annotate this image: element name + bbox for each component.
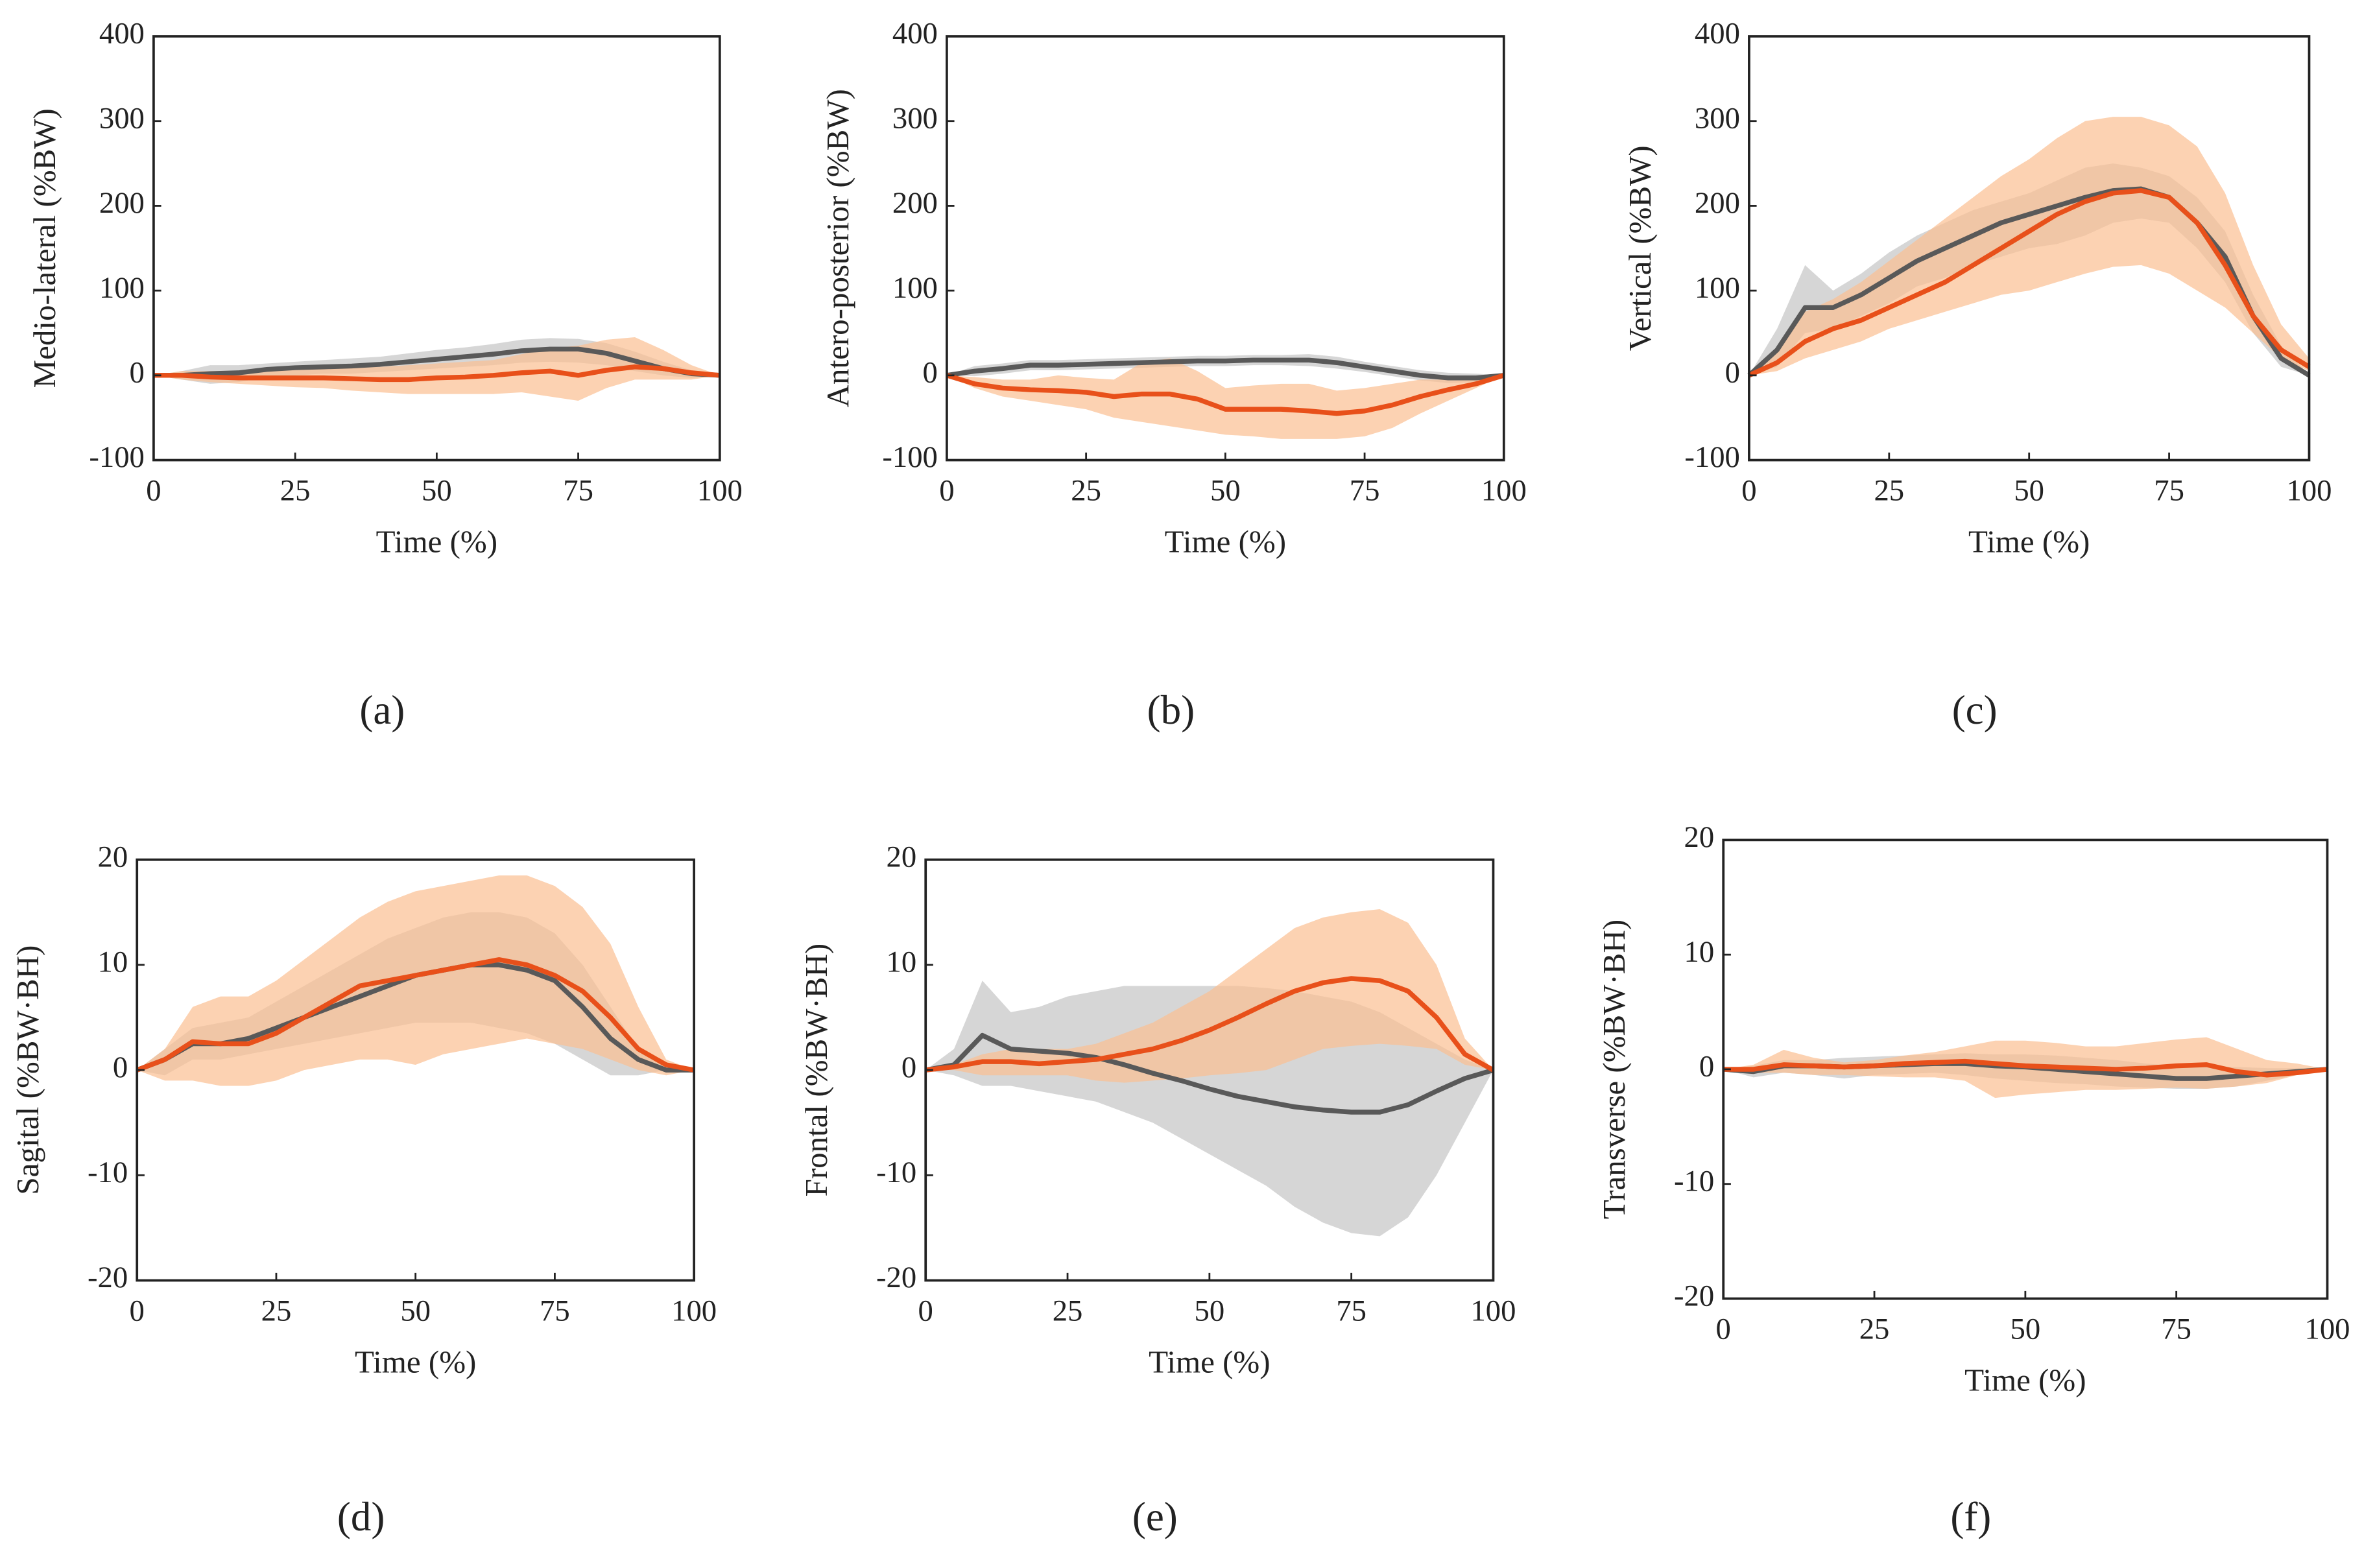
x-tick-label: 0 <box>146 474 161 508</box>
y-tick-label: -10 <box>876 1156 916 1189</box>
y-tick-label: 20 <box>98 840 128 873</box>
x-tick-label: 0 <box>130 1294 145 1328</box>
x-tick-label: 25 <box>1053 1294 1083 1328</box>
y-axis-label: Antero-posterior (%BW) <box>820 89 855 407</box>
y-tick-label: 100 <box>99 271 145 305</box>
sd-band <box>1748 117 2309 375</box>
y-tick-label: 100 <box>892 271 938 305</box>
x-tick-label: 25 <box>1071 474 1101 508</box>
mean-line <box>136 957 695 1073</box>
x-tick-label: 0 <box>1716 1313 1731 1346</box>
y-tick-label: 10 <box>98 945 128 979</box>
axes-box <box>152 35 721 462</box>
panel-caption: (e) <box>1132 1494 1178 1539</box>
mean-line <box>925 1032 1494 1115</box>
x-tick-label: 100 <box>1481 474 1527 508</box>
panel-caption: (f) <box>1950 1494 1991 1539</box>
x-tick-label: 0 <box>1741 474 1756 508</box>
y-tick-label: 200 <box>1695 186 1740 220</box>
x-tick-label: 75 <box>540 1294 570 1328</box>
x-axis-label: Time (%) <box>1964 1362 2086 1398</box>
x-axis-label: Time (%) <box>1149 1344 1270 1379</box>
mean-line <box>1723 1058 2328 1078</box>
y-tick-label: 400 <box>99 17 145 51</box>
x-tick-label: 25 <box>261 1294 292 1328</box>
x-axis-label: Time (%) <box>1968 523 2090 559</box>
y-axis-label: Transverse (%BW·BH) <box>1596 920 1632 1219</box>
y-tick-label: -20 <box>1674 1279 1714 1313</box>
y-tick-label: -20 <box>88 1261 128 1294</box>
y-tick-label: 0 <box>923 356 938 390</box>
x-axis-label: Time (%) <box>376 523 497 559</box>
x-tick-label: 75 <box>1336 1294 1367 1328</box>
x-tick-label: 100 <box>671 1294 717 1328</box>
y-tick-label: 400 <box>1695 17 1740 51</box>
y-tick-label: 0 <box>130 356 145 390</box>
x-tick-label: 100 <box>2286 474 2332 508</box>
x-tick-label: 50 <box>422 474 452 508</box>
x-tick-label: 0 <box>918 1294 933 1328</box>
y-tick-label: -100 <box>1684 440 1740 474</box>
y-tick-label: 200 <box>99 186 145 220</box>
panel-caption: (d) <box>337 1494 385 1539</box>
panel-caption: (a) <box>359 687 405 733</box>
x-tick-label: 25 <box>280 474 311 508</box>
x-tick-label: 50 <box>2014 474 2044 508</box>
x-tick-label: 0 <box>939 474 954 508</box>
x-axis-label: Time (%) <box>1165 523 1286 559</box>
mean-line <box>153 364 721 383</box>
y-tick-label: -10 <box>88 1156 128 1189</box>
x-tick-label: 25 <box>1859 1313 1890 1346</box>
y-axis-label: Sagital (%BW·BH) <box>10 945 45 1195</box>
y-tick-label: -100 <box>882 440 938 474</box>
x-tick-label: 50 <box>2011 1313 2041 1346</box>
x-tick-label: 50 <box>400 1294 431 1328</box>
x-tick-label: 75 <box>2154 474 2184 508</box>
sd-band <box>153 337 720 401</box>
y-tick-label: 300 <box>99 101 145 135</box>
sd-band <box>925 909 1494 1083</box>
y-tick-label: 20 <box>1684 820 1715 854</box>
y-tick-label: 10 <box>1684 935 1715 969</box>
y-axis-label: Medio-lateral (%BW) <box>27 108 62 388</box>
mean-line <box>946 357 1505 381</box>
y-axis-label: Vertical (%BW) <box>1622 145 1658 351</box>
y-tick-label: 400 <box>892 17 938 51</box>
x-tick-label: 75 <box>563 474 593 508</box>
y-tick-label: 10 <box>887 945 917 979</box>
y-axis-label: Frontal (%BW·BH) <box>798 944 834 1197</box>
x-tick-label: 75 <box>1350 474 1380 508</box>
sd-band <box>137 875 695 1086</box>
x-tick-label: 100 <box>697 474 743 508</box>
sd-band <box>946 354 1504 383</box>
x-tick-label: 75 <box>2161 1313 2191 1346</box>
y-tick-label: 0 <box>1699 1050 1714 1084</box>
y-tick-label: 0 <box>113 1051 128 1084</box>
mean-line <box>1747 186 2311 378</box>
x-tick-label: 25 <box>1874 474 1904 508</box>
y-tick-label: 0 <box>901 1051 916 1084</box>
sd-band <box>946 358 1504 439</box>
x-tick-label: 100 <box>2304 1313 2350 1346</box>
x-tick-label: 50 <box>1210 474 1241 508</box>
mean-line <box>1748 188 2311 378</box>
mean-line <box>153 346 721 378</box>
y-tick-label: 300 <box>892 101 938 135</box>
x-axis-label: Time (%) <box>355 1344 476 1379</box>
y-tick-label: -10 <box>1674 1164 1714 1198</box>
y-tick-label: 0 <box>1725 356 1740 390</box>
y-tick-label: 300 <box>1695 101 1740 135</box>
y-tick-label: -20 <box>876 1261 916 1294</box>
panel-caption: (c) <box>1952 687 1998 733</box>
x-tick-label: 100 <box>1470 1294 1516 1328</box>
mean-line <box>946 373 1505 416</box>
y-tick-label: 100 <box>1695 271 1740 305</box>
panel-caption: (b) <box>1147 687 1195 733</box>
x-tick-label: 50 <box>1195 1294 1225 1328</box>
y-tick-label: 20 <box>887 840 917 873</box>
y-tick-label: -100 <box>89 440 145 474</box>
y-tick-label: 200 <box>892 186 938 220</box>
mean-line <box>925 976 1495 1073</box>
